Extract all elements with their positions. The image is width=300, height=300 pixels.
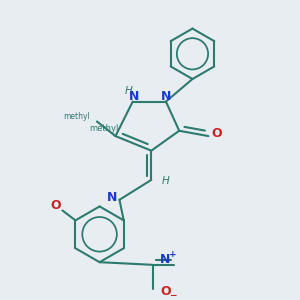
Text: O: O xyxy=(160,285,171,298)
Text: O: O xyxy=(50,199,61,212)
Text: −: − xyxy=(169,291,176,300)
Text: +: + xyxy=(169,250,176,259)
Text: H: H xyxy=(162,176,170,186)
Text: N: N xyxy=(161,90,171,103)
Text: N: N xyxy=(129,90,139,103)
Text: methyl: methyl xyxy=(89,124,118,133)
Text: N: N xyxy=(160,253,171,266)
Text: methyl: methyl xyxy=(64,112,90,121)
Text: O: O xyxy=(211,128,222,140)
Text: N: N xyxy=(106,191,117,204)
Text: H: H xyxy=(125,86,133,97)
